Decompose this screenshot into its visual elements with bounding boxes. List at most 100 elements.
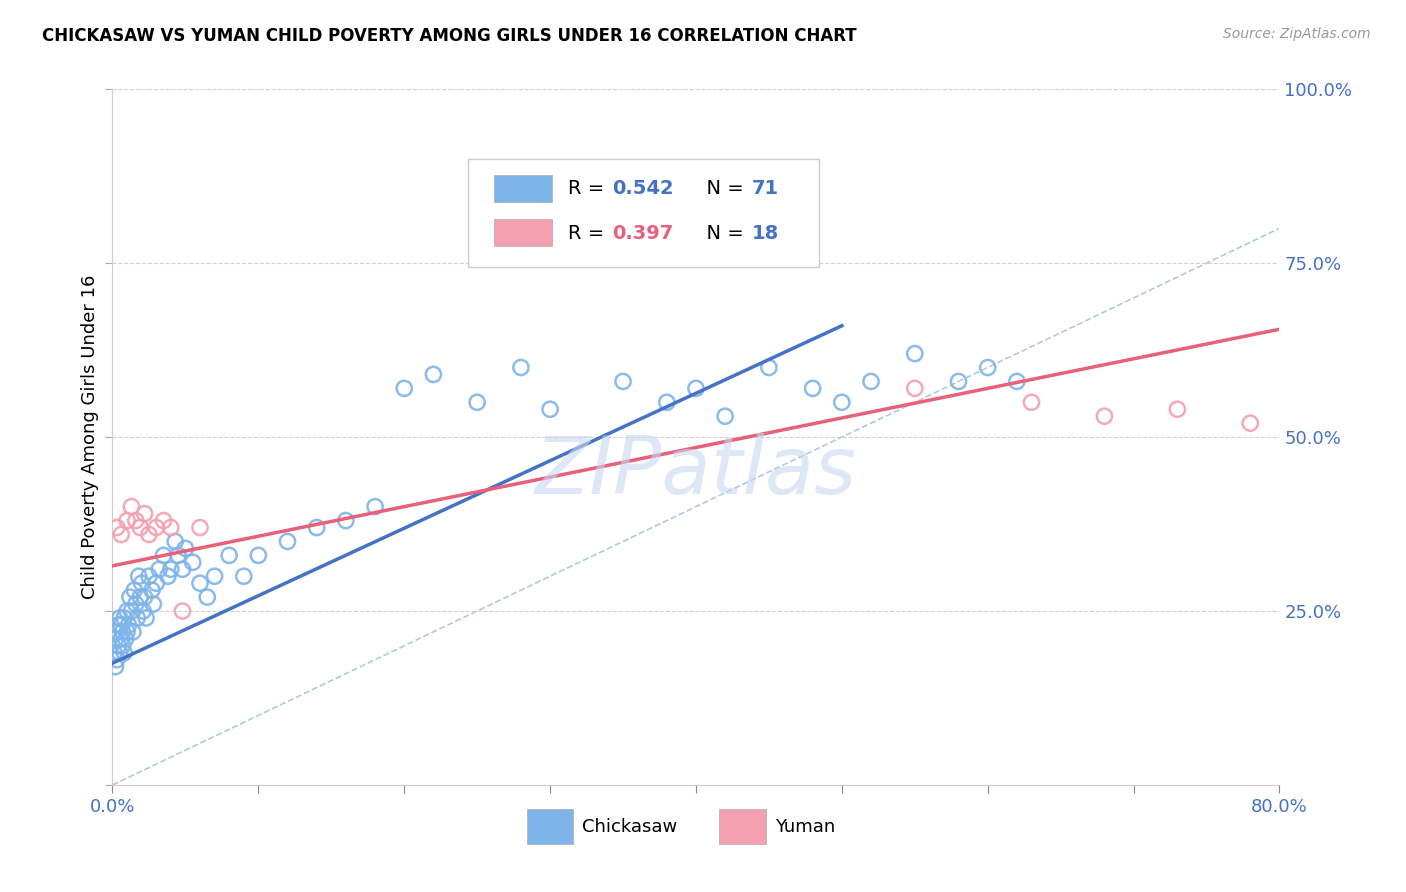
Text: ZIPatlas: ZIPatlas xyxy=(534,433,858,511)
Point xyxy=(801,381,824,395)
Point xyxy=(152,549,174,563)
Point xyxy=(364,500,387,514)
Text: N =: N = xyxy=(693,224,749,243)
Point xyxy=(115,624,138,639)
Point xyxy=(204,569,226,583)
Point xyxy=(305,520,328,534)
Point xyxy=(167,549,190,563)
Point xyxy=(110,527,132,541)
Point xyxy=(134,507,156,521)
Point xyxy=(1005,375,1028,389)
Point xyxy=(145,520,167,534)
Point xyxy=(108,646,131,660)
Point xyxy=(129,590,152,604)
Point xyxy=(112,646,135,660)
Point xyxy=(125,597,148,611)
Point xyxy=(714,409,737,424)
Point xyxy=(172,562,194,576)
Point xyxy=(105,624,128,639)
Text: R =: R = xyxy=(568,179,610,198)
Point xyxy=(152,514,174,528)
Point xyxy=(612,375,634,389)
Point xyxy=(115,514,138,528)
Point xyxy=(465,395,488,409)
Point xyxy=(142,597,165,611)
Y-axis label: Child Poverty Among Girls Under 16: Child Poverty Among Girls Under 16 xyxy=(80,275,98,599)
Point xyxy=(122,624,145,639)
Point xyxy=(132,604,155,618)
Point xyxy=(134,590,156,604)
Point xyxy=(127,611,149,625)
Point xyxy=(111,624,134,639)
Point xyxy=(904,381,927,395)
Point xyxy=(1239,416,1261,430)
Point xyxy=(131,576,153,591)
Point xyxy=(125,514,148,528)
Point xyxy=(128,569,150,583)
Point xyxy=(276,534,298,549)
Point xyxy=(172,604,194,618)
Point xyxy=(105,653,128,667)
Point xyxy=(1166,402,1188,417)
Point xyxy=(129,520,152,534)
Point xyxy=(135,611,157,625)
Text: 0.397: 0.397 xyxy=(612,224,673,243)
Point xyxy=(104,659,127,673)
Point xyxy=(948,375,970,389)
Text: 71: 71 xyxy=(752,179,779,198)
Point xyxy=(115,604,138,618)
Point xyxy=(156,569,179,583)
Point xyxy=(111,639,134,653)
Point xyxy=(105,520,128,534)
Point xyxy=(165,534,187,549)
Point xyxy=(831,395,853,409)
Point xyxy=(114,632,136,646)
Point xyxy=(218,549,240,563)
Point xyxy=(860,375,883,389)
Point xyxy=(103,646,125,660)
Point xyxy=(232,569,254,583)
Point xyxy=(335,514,357,528)
FancyBboxPatch shape xyxy=(527,809,574,844)
Point xyxy=(976,360,998,375)
Point xyxy=(685,381,707,395)
Point xyxy=(110,618,132,632)
Point xyxy=(195,590,218,604)
Point xyxy=(107,618,129,632)
Point xyxy=(138,569,160,583)
Point xyxy=(188,576,211,591)
Point xyxy=(117,618,139,632)
Point xyxy=(124,583,146,598)
Point xyxy=(145,576,167,591)
Point xyxy=(1021,395,1043,409)
Point xyxy=(104,632,127,646)
Point xyxy=(188,520,211,534)
Point xyxy=(107,639,129,653)
Text: CHICKASAW VS YUMAN CHILD POVERTY AMONG GIRLS UNDER 16 CORRELATION CHART: CHICKASAW VS YUMAN CHILD POVERTY AMONG G… xyxy=(42,27,856,45)
Point xyxy=(758,360,780,375)
Point xyxy=(394,381,416,395)
Point xyxy=(148,562,170,576)
Text: 18: 18 xyxy=(752,224,779,243)
Point xyxy=(904,346,927,360)
Point xyxy=(118,590,141,604)
Text: Source: ZipAtlas.com: Source: ZipAtlas.com xyxy=(1223,27,1371,41)
Point xyxy=(160,520,183,534)
Text: N =: N = xyxy=(693,179,749,198)
FancyBboxPatch shape xyxy=(494,219,553,245)
Point xyxy=(509,360,531,375)
Point xyxy=(174,541,197,556)
Point xyxy=(110,632,132,646)
Point xyxy=(422,368,444,382)
Point xyxy=(655,395,678,409)
Point xyxy=(141,583,163,598)
Point xyxy=(247,549,270,563)
FancyBboxPatch shape xyxy=(494,176,553,202)
Text: R =: R = xyxy=(568,224,610,243)
Point xyxy=(120,500,142,514)
FancyBboxPatch shape xyxy=(468,159,818,267)
Point xyxy=(181,555,204,569)
Text: Chickasaw: Chickasaw xyxy=(582,818,676,836)
Point xyxy=(538,402,561,417)
FancyBboxPatch shape xyxy=(720,809,766,844)
